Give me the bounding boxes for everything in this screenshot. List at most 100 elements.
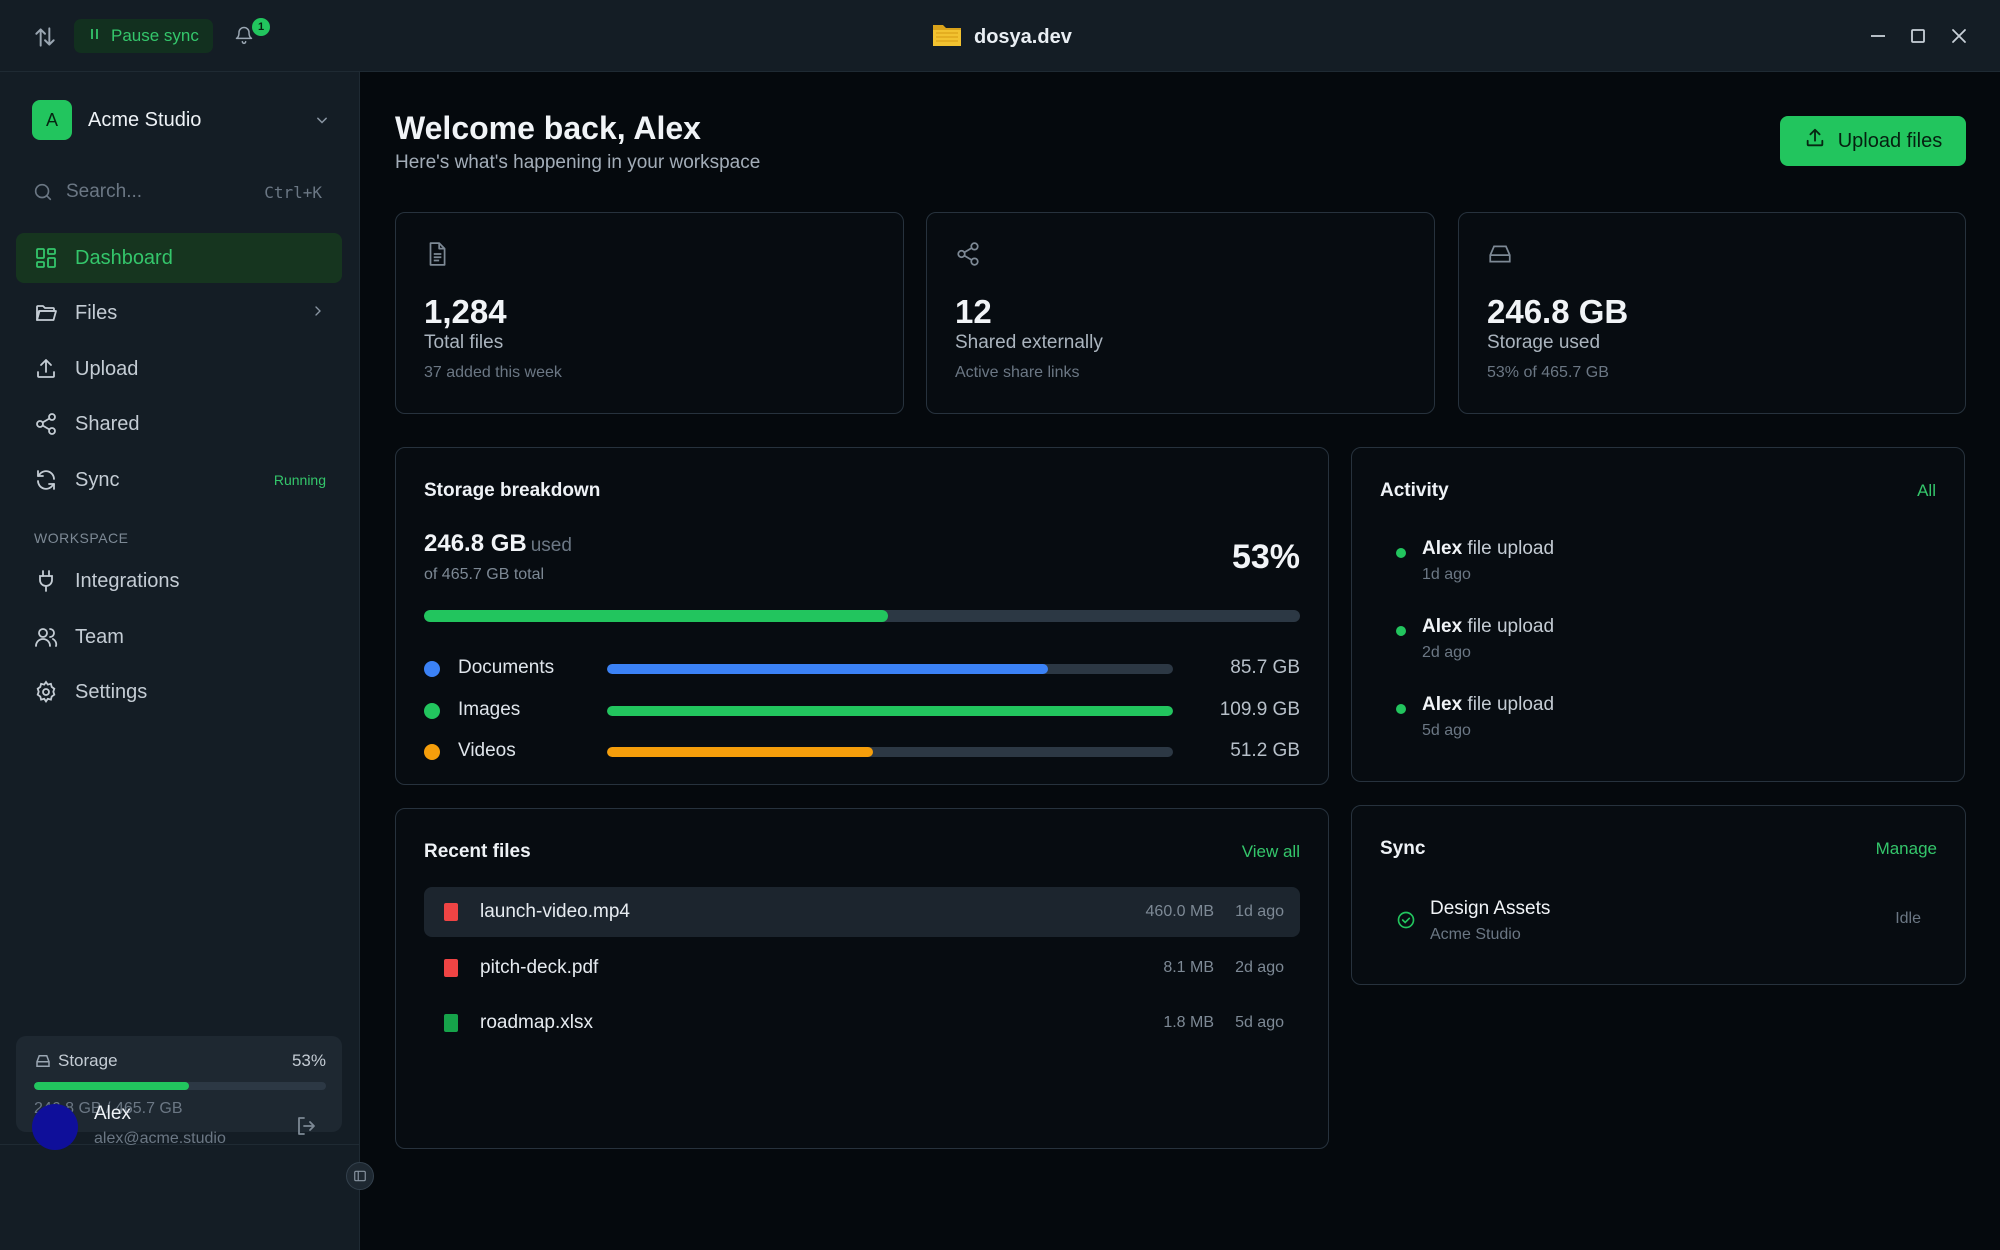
logout-icon[interactable] — [294, 1114, 318, 1138]
sidebar-item-label: Dashboard — [75, 246, 173, 269]
sidebar: A Acme Studio Search... Ctrl+K Dashboard… — [0, 72, 360, 1250]
storage-progress-fill — [424, 610, 889, 622]
recent-files-title: Recent files — [424, 841, 531, 862]
sync-card: Sync Manage Design Assets Acme Studio Id… — [1351, 805, 1966, 985]
stat-label: Total files — [424, 332, 504, 353]
stat-label: Shared externally — [955, 332, 1103, 353]
avatar[interactable] — [32, 1104, 78, 1150]
file-name: launch-video.mp4 — [480, 901, 630, 922]
view-all-link[interactable]: View all — [1241, 842, 1300, 861]
category-track — [607, 664, 1173, 674]
category-size: 51.2 GB — [1230, 740, 1300, 761]
drive-icon — [34, 1052, 52, 1070]
upload-files-button[interactable]: Upload files — [1780, 116, 1966, 166]
stat-subtext: Active share links — [955, 364, 1080, 381]
activity-item[interactable]: Alex file upload 1d ago — [1396, 538, 1896, 590]
storage-used-value: 246.8 GB — [424, 530, 527, 557]
file-row[interactable]: pitch-deck.pdf 8.1 MB 2d ago — [424, 943, 1300, 993]
storage-percent: 53% — [291, 1051, 326, 1070]
category-fill — [607, 747, 874, 757]
video-file-icon — [444, 903, 458, 921]
recent-files-card: Recent files View all launch-video.mp4 4… — [395, 808, 1329, 1149]
sidebar-item-dashboard[interactable]: Dashboard — [16, 233, 342, 283]
storage-progress-track — [424, 610, 1300, 622]
swap-arrows-icon[interactable] — [32, 24, 58, 50]
activity-user: Alex — [1422, 616, 1463, 637]
sidebar-item-label: Files — [75, 301, 118, 324]
search-shortcut: Ctrl+K — [264, 182, 322, 202]
sidebar-item-label: Team — [75, 625, 124, 648]
file-size: 460.0 MB — [1145, 903, 1214, 920]
sync-folder-workspace: Acme Studio — [1430, 926, 1521, 943]
share-icon — [34, 412, 58, 436]
category-dot — [424, 703, 440, 719]
file-time: 5d ago — [1235, 1014, 1284, 1031]
activity-user: Alex — [1422, 694, 1463, 715]
gear-icon — [34, 680, 58, 704]
stat-card-shared: 12 Shared externally Active share links — [926, 212, 1435, 414]
manage-link[interactable]: Manage — [1875, 839, 1937, 858]
sidebar-item-sync[interactable]: Sync Running — [16, 455, 342, 505]
minimize-icon[interactable] — [1866, 24, 1890, 48]
search-icon — [32, 181, 54, 203]
chevron-right-icon — [310, 302, 326, 325]
category-name: Videos — [458, 740, 516, 761]
stat-value: 1,284 — [424, 293, 507, 330]
workspace-switcher[interactable]: A Acme Studio — [32, 100, 332, 140]
sync-status: Idle — [1895, 910, 1921, 927]
sync-icon — [34, 468, 58, 492]
activity-title: Activity — [1380, 480, 1449, 501]
sidebar-item-label: Integrations — [75, 569, 180, 592]
activity-dot — [1396, 548, 1406, 558]
search-placeholder: Search... — [66, 181, 143, 202]
divider — [0, 1144, 360, 1145]
activity-item[interactable]: Alex file upload 2d ago — [1396, 616, 1896, 668]
storage-breakdown-card: Storage breakdown 246.8 GB used of 465.7 … — [395, 447, 1329, 785]
activity-time: 5d ago — [1422, 722, 1471, 739]
upload-icon — [34, 357, 58, 381]
activity-action: file upload — [1467, 538, 1555, 559]
folder-app-icon — [932, 21, 962, 53]
storage-category-videos: Videos 51.2 GB — [424, 739, 1300, 765]
maximize-icon[interactable] — [1906, 24, 1930, 48]
sidebar-item-team[interactable]: Team — [16, 612, 342, 662]
file-row[interactable]: roadmap.xlsx 1.8 MB 5d ago — [424, 998, 1300, 1048]
spreadsheet-file-icon — [444, 1014, 458, 1032]
category-fill — [607, 664, 1049, 674]
close-icon[interactable] — [1947, 24, 1971, 48]
activity-all-link[interactable]: All — [1917, 481, 1936, 500]
collapse-sidebar-icon[interactable] — [346, 1162, 374, 1190]
check-circle-icon — [1396, 910, 1416, 930]
workspace-name: Acme Studio — [88, 108, 202, 131]
storage-category-documents: Documents 85.7 GB — [424, 656, 1300, 682]
stat-value: 246.8 GB — [1487, 293, 1629, 330]
search-input[interactable]: Search... Ctrl+K — [32, 172, 322, 212]
user-name: Alex — [94, 1103, 131, 1124]
sidebar-item-shared[interactable]: Shared — [16, 399, 342, 449]
category-size: 85.7 GB — [1230, 657, 1300, 678]
stat-value: 12 — [955, 293, 992, 330]
stat-card-storage: 246.8 GB Storage used 53% of 465.7 GB — [1458, 212, 1966, 414]
activity-user: Alex — [1422, 538, 1463, 559]
sidebar-item-settings[interactable]: Settings — [16, 667, 342, 717]
category-track — [607, 706, 1173, 716]
storage-used: 246.8 GB used — [424, 530, 572, 558]
category-track — [607, 747, 1173, 757]
bell-icon[interactable] — [234, 24, 258, 48]
category-name: Documents — [458, 657, 555, 678]
sidebar-item-files[interactable]: Files — [16, 288, 342, 338]
category-dot — [424, 744, 440, 760]
sync-folder-name[interactable]: Design Assets — [1430, 898, 1551, 919]
activity-text: Alex file upload — [1422, 538, 1554, 560]
sidebar-item-integrations[interactable]: Integrations — [16, 556, 342, 606]
category-size: 109.9 GB — [1219, 699, 1300, 720]
activity-action: file upload — [1467, 616, 1555, 637]
notification-badge: 1 — [252, 18, 270, 36]
sync-title: Sync — [1380, 838, 1426, 859]
sidebar-item-upload[interactable]: Upload — [16, 344, 342, 394]
file-time: 1d ago — [1235, 903, 1284, 920]
file-row[interactable]: launch-video.mp4 460.0 MB 1d ago — [424, 887, 1300, 937]
pause-sync-button[interactable]: Pause sync — [74, 19, 213, 53]
activity-item[interactable]: Alex file upload 5d ago — [1396, 694, 1896, 746]
window-title: dosya.dev — [932, 22, 1072, 52]
